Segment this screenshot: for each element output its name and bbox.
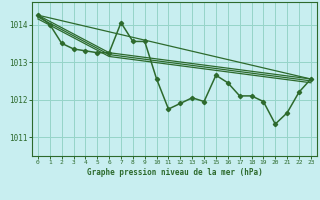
X-axis label: Graphe pression niveau de la mer (hPa): Graphe pression niveau de la mer (hPa) — [86, 168, 262, 177]
